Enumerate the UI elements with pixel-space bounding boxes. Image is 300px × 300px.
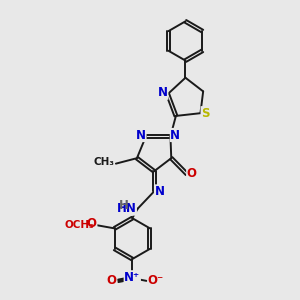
Text: O⁻: O⁻ [148, 274, 164, 287]
Text: O: O [187, 167, 197, 181]
Text: N: N [170, 128, 180, 142]
Text: H: H [118, 199, 128, 212]
Text: CH₃: CH₃ [94, 157, 115, 167]
Text: HN: HN [116, 202, 136, 215]
Text: S: S [201, 107, 210, 120]
Text: OCH₃: OCH₃ [64, 220, 94, 230]
Text: N: N [158, 86, 168, 99]
Text: N: N [136, 128, 146, 142]
Text: O: O [107, 274, 117, 287]
Text: N⁺: N⁺ [124, 271, 140, 284]
Text: N: N [154, 185, 164, 198]
Text: O: O [87, 217, 97, 230]
